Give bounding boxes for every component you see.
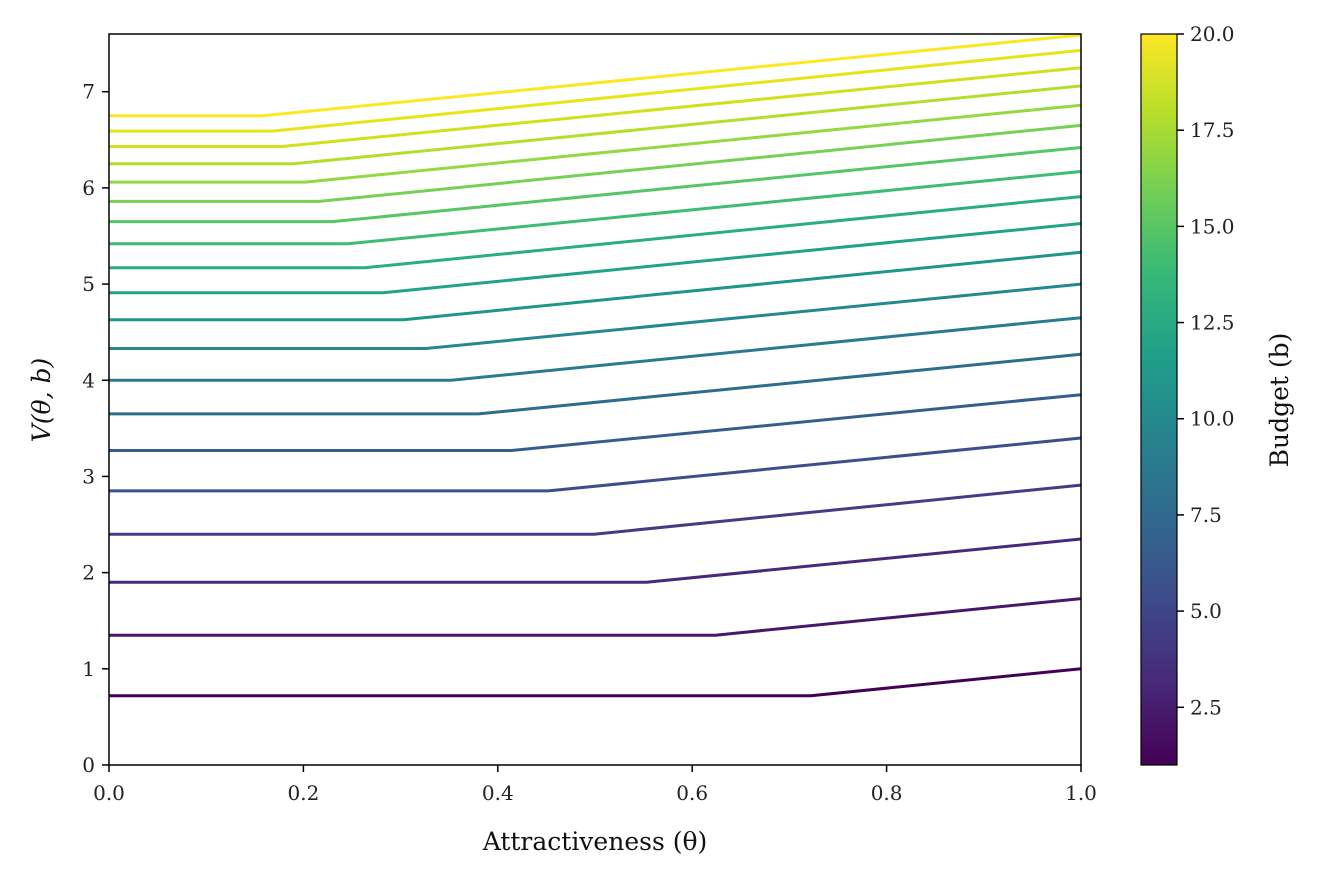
series-line-b13 [109, 170, 1082, 246]
series-line-b11 [109, 222, 1082, 295]
y-axis-title: V(θ, b) [27, 358, 56, 443]
colorbar [1140, 33, 1178, 766]
y-tick-label: 6 [82, 176, 95, 200]
series-line-b18 [109, 66, 1082, 148]
y-tick-label: 4 [82, 368, 95, 392]
x-tick-label: 0.6 [676, 781, 708, 805]
series-line-b9 [109, 282, 1082, 350]
colorbar-tick-label: 20.0 [1190, 22, 1235, 46]
y-tick-label: 2 [82, 561, 95, 585]
series-line-b2 [109, 597, 1082, 637]
series-line-b17 [109, 84, 1082, 166]
series-line-b7 [109, 352, 1082, 416]
x-axis-title: Attractiveness (θ) [482, 827, 708, 856]
x-tick-label: 0.4 [482, 781, 514, 805]
series-line-b4 [109, 483, 1082, 536]
colorbar-tick-label: 15.0 [1190, 214, 1235, 238]
y-tick-label: 1 [82, 657, 95, 681]
colorbar-tick-label: 2.5 [1190, 695, 1222, 719]
series-line-b19 [109, 48, 1082, 133]
colorbar-tick-label: 5.0 [1190, 599, 1222, 623]
colorbar-tick-label: 7.5 [1190, 503, 1222, 527]
colorbar-tick-label: 17.5 [1190, 118, 1235, 142]
x-tick-label: 0.8 [871, 781, 903, 805]
series-line-b10 [109, 250, 1082, 322]
x-tick-label: 1.0 [1065, 781, 1097, 805]
series-line-b6 [109, 393, 1082, 452]
x-tick-label: 0.0 [93, 781, 125, 805]
colorbar-tick-label: 10.0 [1190, 407, 1235, 431]
series-line-b15 [109, 123, 1082, 203]
colorbar-axis: 2.5 5.0 7.5 10.0 12.5 15.0 17.5 20.0 [1177, 22, 1235, 719]
plot-frame [108, 33, 1082, 766]
y-tick-label: 0 [82, 753, 95, 777]
series-line-b3 [109, 537, 1082, 584]
series-line-b12 [109, 195, 1082, 270]
series-line-b1 [109, 667, 1082, 698]
series-line-b8 [109, 316, 1082, 382]
series-layer [109, 33, 1082, 698]
colorbar-label: Budget (b) [1265, 333, 1294, 468]
x-axis: 0.0 0.2 0.4 0.6 0.8 1.0 [93, 765, 1097, 805]
series-line-b14 [109, 146, 1082, 224]
colorbar-tick-label: 12.5 [1190, 311, 1235, 335]
x-tick-label: 0.2 [287, 781, 319, 805]
y-axis: 0 1 2 3 4 5 6 7 [82, 80, 109, 777]
y-tick-label: 3 [82, 464, 95, 488]
y-tick-label: 5 [82, 272, 95, 296]
series-line-b16 [109, 103, 1082, 184]
series-line-b5 [109, 436, 1082, 493]
series-line-b20 [109, 33, 1082, 118]
y-tick-label: 7 [82, 80, 95, 104]
